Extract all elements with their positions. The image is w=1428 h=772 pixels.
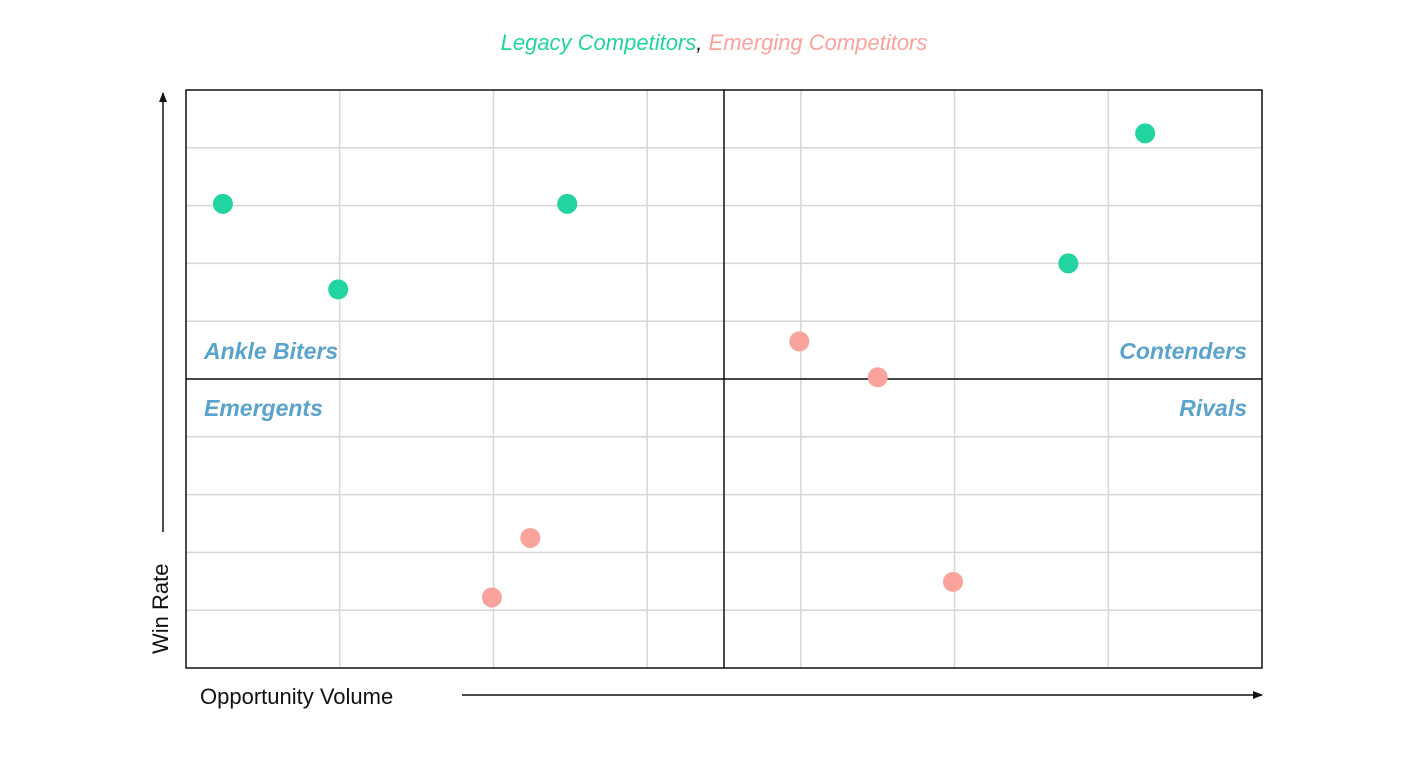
legacy-point xyxy=(212,193,233,214)
emerging-point xyxy=(789,331,810,352)
emerging-point xyxy=(867,367,888,388)
quadrant-label-top-left: Ankle Biters xyxy=(203,338,338,364)
chart-frame xyxy=(185,89,1263,669)
quadrant-label-bottom-right: Rivals xyxy=(1179,395,1247,421)
legacy-point xyxy=(557,193,578,214)
data-points xyxy=(212,123,1156,608)
axes: Win Rate Opportunity Volume xyxy=(148,92,1263,709)
emerging-point xyxy=(520,527,541,548)
legacy-point xyxy=(328,279,349,300)
emerging-point xyxy=(943,571,964,592)
emerging-point xyxy=(481,587,502,608)
x-axis-label: Opportunity Volume xyxy=(200,684,393,709)
y-axis-label: Win Rate xyxy=(148,564,173,654)
quadrant-label-bottom-left: Emergents xyxy=(204,395,323,421)
quadrant-label-top-right: Contenders xyxy=(1119,338,1247,364)
legacy-point xyxy=(1058,253,1079,274)
legend-emerging: Emerging Competitors xyxy=(708,30,928,55)
chart-legend: Legacy Competitors, Emerging Competitors xyxy=(0,30,1428,56)
legend-legacy: Legacy Competitors xyxy=(500,30,697,55)
legacy-point xyxy=(1135,123,1156,144)
legend-separator: , xyxy=(696,30,703,55)
quadrant-labels: Ankle Biters Contenders Emergents Rivals xyxy=(203,338,1247,421)
